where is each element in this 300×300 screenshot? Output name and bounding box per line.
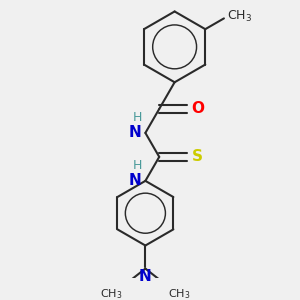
Text: CH$_3$: CH$_3$ [169,287,191,300]
Text: H: H [132,111,142,124]
Text: N: N [129,125,142,140]
Text: S: S [192,149,203,164]
Text: CH$_3$: CH$_3$ [227,9,252,24]
Text: N: N [139,268,152,284]
Text: N: N [129,173,142,188]
Text: H: H [132,159,142,172]
Text: CH$_3$: CH$_3$ [100,287,122,300]
Text: O: O [192,101,205,116]
